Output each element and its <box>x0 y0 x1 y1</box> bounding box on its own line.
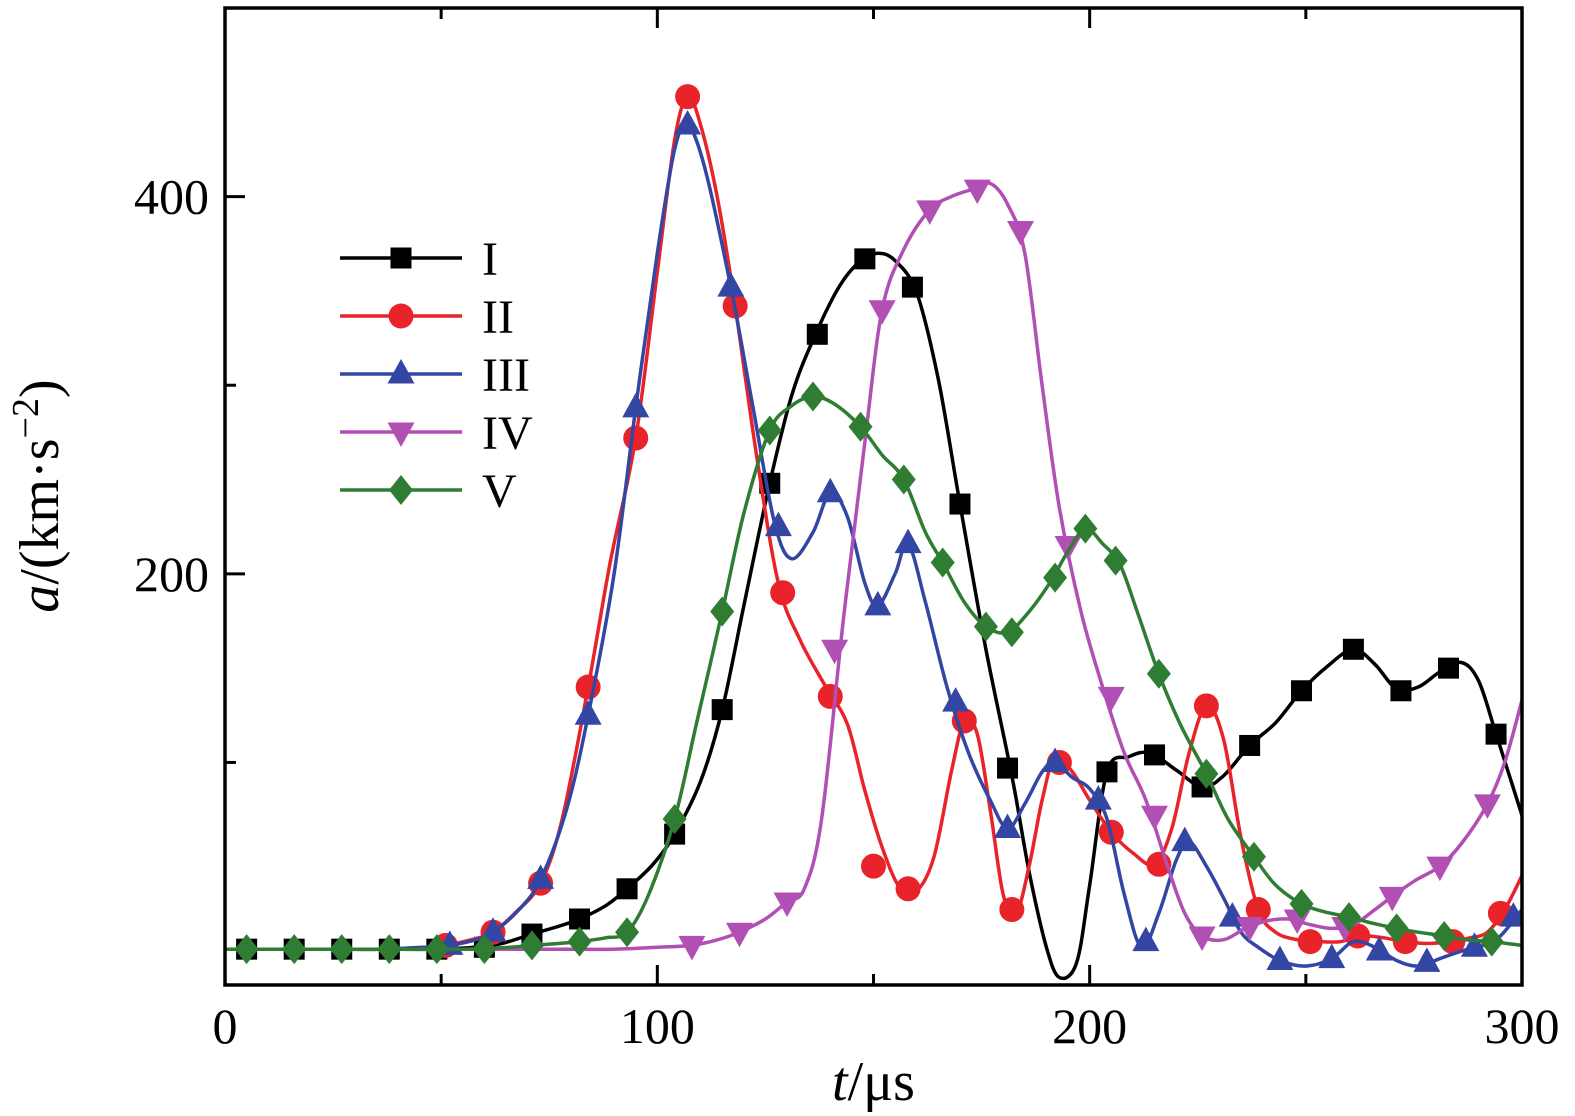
series-II <box>225 84 1522 958</box>
x-tick-label: 300 <box>1485 998 1560 1054</box>
legend-label-III: III <box>482 349 530 402</box>
x-tick-label: 100 <box>620 998 695 1054</box>
legend-entry-V: V <box>340 465 517 518</box>
legend-entry-III: III <box>340 349 530 402</box>
series-markers-II <box>432 84 1513 958</box>
series-markers-III <box>436 109 1522 972</box>
series-IV <box>225 179 1522 961</box>
legend-entry-IV: IV <box>340 407 533 460</box>
legend-entry-I: I <box>340 233 498 286</box>
plot-frame <box>223 6 1524 987</box>
legend-label-II: II <box>482 291 514 344</box>
legend-marker-I-icon <box>390 247 412 269</box>
series-markers-V <box>234 381 1504 965</box>
axis-ticks <box>223 8 1524 985</box>
legend-label-V: V <box>482 465 517 518</box>
y-tick-label: 400 <box>134 169 209 225</box>
y-tick-label: 200 <box>134 546 209 602</box>
legend-label-I: I <box>482 233 498 286</box>
legend-marker-IV-icon <box>387 422 415 447</box>
tick-labels: 0 100 200 300 200 400 <box>134 169 1560 1054</box>
x-tick-label: 200 <box>1052 998 1127 1054</box>
series-layer <box>225 84 1522 981</box>
legend-entry-II: II <box>340 291 514 344</box>
x-tick-label: 0 <box>213 998 238 1054</box>
legend-marker-II-icon <box>388 303 414 329</box>
series-markers-IV <box>678 179 1501 961</box>
series-V <box>225 381 1522 965</box>
series-line-IV <box>225 181 1522 952</box>
legend-marker-III-icon <box>387 359 415 384</box>
y-axis-label: a/(km·s−2) <box>5 379 71 612</box>
x-axis-label: t/μs <box>832 1051 915 1113</box>
legend-label-IV: IV <box>482 407 533 460</box>
series-line-II <box>225 94 1522 952</box>
legend-marker-V-icon <box>389 475 413 505</box>
series-III <box>225 109 1522 972</box>
